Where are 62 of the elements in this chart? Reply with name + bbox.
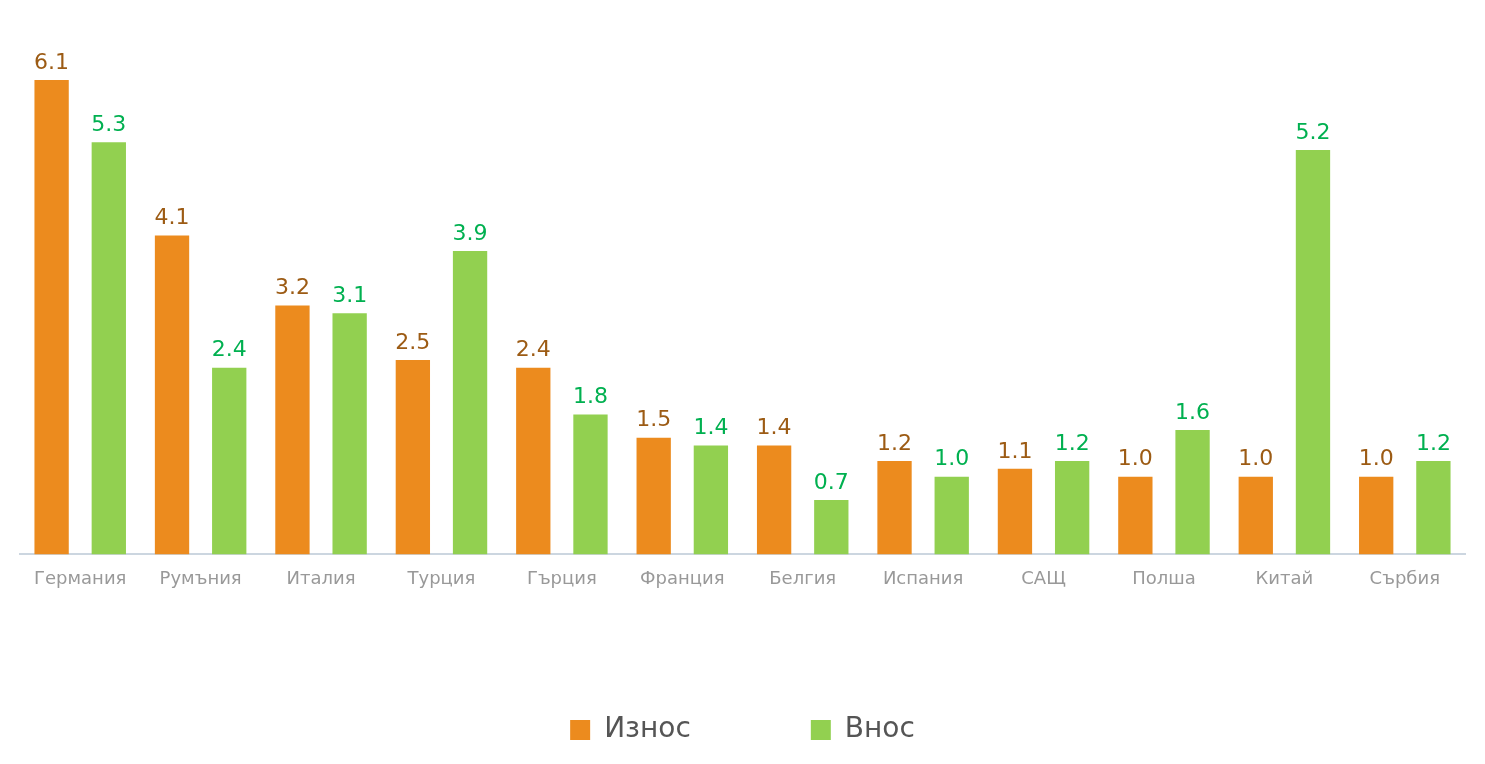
legend-label: Внос xyxy=(844,711,915,745)
bar xyxy=(1238,476,1273,555)
bar xyxy=(91,142,126,555)
bar xyxy=(997,468,1033,555)
bar xyxy=(934,476,969,555)
data-label: 3.9 xyxy=(452,219,488,245)
x-tick-label: Испания xyxy=(882,566,964,588)
x-tick-label: Гърция xyxy=(526,566,597,588)
bar xyxy=(814,499,849,555)
x-tick-label: Белгия xyxy=(769,566,837,588)
bar xyxy=(332,313,367,555)
bar xyxy=(1416,461,1451,555)
x-tick-label: Франция xyxy=(640,566,725,588)
data-label: 1.8 xyxy=(572,383,608,409)
x-tick-label: Сърбия xyxy=(1369,566,1440,588)
data-label: 5.3 xyxy=(91,110,127,136)
bar xyxy=(756,445,792,555)
bar xyxy=(573,414,608,555)
data-label: 3.2 xyxy=(274,274,310,300)
data-label: 5.2 xyxy=(1295,118,1331,144)
bar xyxy=(275,305,310,555)
data-label: 2.4 xyxy=(211,336,247,362)
data-label: 1.4 xyxy=(693,414,729,440)
bar xyxy=(154,235,190,555)
bar xyxy=(877,461,912,555)
data-label: 2.4 xyxy=(515,336,551,362)
data-label: 6.1 xyxy=(34,48,70,74)
data-label: 2.5 xyxy=(395,328,431,354)
data-label: 1.2 xyxy=(1415,429,1451,455)
bar xyxy=(395,359,431,555)
data-label: 1.4 xyxy=(756,414,792,440)
x-tick-label: Германия xyxy=(34,566,127,588)
x-tick-label: САЩ xyxy=(1021,566,1066,588)
bar xyxy=(1295,149,1331,555)
bar xyxy=(1359,476,1394,555)
x-tick-label: Италия xyxy=(286,566,356,588)
bar xyxy=(1118,476,1153,555)
bar xyxy=(452,251,488,555)
bar xyxy=(34,79,69,555)
data-label: 1.0 xyxy=(1358,445,1394,471)
data-label: 4.1 xyxy=(154,204,190,230)
data-label: 0.7 xyxy=(813,468,849,494)
bar xyxy=(1054,461,1090,555)
data-label: 1.1 xyxy=(997,437,1033,463)
bar xyxy=(1175,429,1210,555)
x-tick-label: Румъния xyxy=(159,566,242,588)
data-label: 1.2 xyxy=(877,429,913,455)
bar xyxy=(516,367,551,555)
bar xyxy=(693,445,729,555)
data-label: 1.0 xyxy=(934,445,970,471)
data-label: 1.0 xyxy=(1117,445,1153,471)
bar xyxy=(212,367,247,555)
data-label: 1.0 xyxy=(1238,445,1274,471)
x-tick-label: Турция xyxy=(406,566,476,588)
x-tick-label: Полша xyxy=(1132,566,1196,588)
data-label: 1.5 xyxy=(636,406,672,432)
x-tick-label: Китай xyxy=(1255,566,1314,588)
data-label: 3.1 xyxy=(332,282,368,308)
legend-label: Износ xyxy=(604,711,691,745)
data-label: 1.2 xyxy=(1054,429,1090,455)
bar xyxy=(636,437,671,555)
data-label: 1.6 xyxy=(1175,398,1211,424)
